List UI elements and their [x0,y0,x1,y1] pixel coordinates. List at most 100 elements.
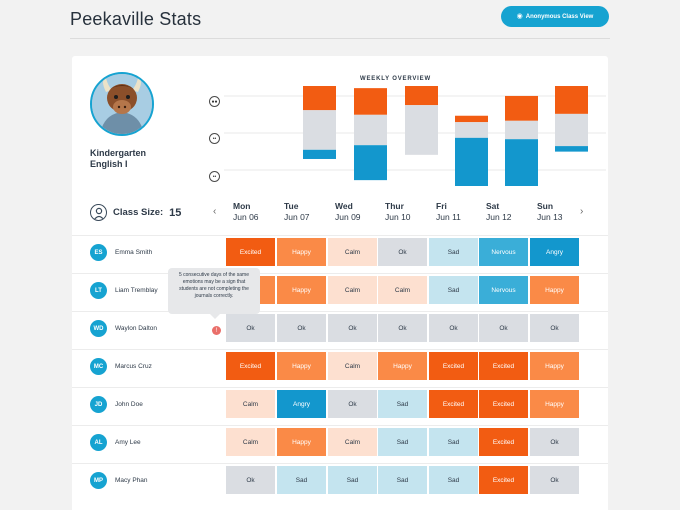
mood-cell[interactable]: Excited [479,466,528,494]
eye-icon: ◉ [516,13,523,20]
mood-cell[interactable]: Nervous [479,276,528,304]
mood-cell[interactable]: Angry [530,238,579,266]
mood-cell[interactable]: Calm [226,390,275,418]
day-header: Thur Jun 10 [385,201,435,222]
student-row-label[interactable]: ES Emma Smith [90,244,152,261]
mood-cell[interactable]: Sad [277,466,326,494]
mood-cell[interactable]: Sad [429,428,478,456]
day-name: Tue [284,201,299,211]
day-name: Sat [486,201,500,211]
day-date: Jun 10 [385,212,411,222]
day-date: Jun 06 [233,212,259,222]
weekly-overview-chart [224,86,606,186]
student-row-label[interactable]: MP Macy Phan [90,472,148,489]
anonymous-class-view-label: Anonymous Class View [525,13,594,20]
mood-cell[interactable]: Happy [530,276,579,304]
student-initials-avatar: MP [90,472,107,489]
student-row-label[interactable]: LT Liam Tremblay [90,282,158,299]
day-header: Sat Jun 12 [486,201,536,222]
student-row-label[interactable]: MC Marcus Cruz [90,358,152,375]
mood-cell[interactable]: Happy [277,352,326,380]
mood-cell[interactable]: Ok [328,314,377,342]
mood-cell[interactable]: Ok [530,428,579,456]
day-date: Jun 12 [486,212,512,222]
mood-cell[interactable]: Ok [277,314,326,342]
row-divider [72,273,608,274]
mood-cell[interactable]: Excited [479,390,528,418]
chart-bar-excited [555,86,588,114]
mood-cell[interactable]: Excited [226,352,275,380]
mood-cell[interactable]: Ok [226,466,275,494]
mood-cell[interactable]: Sad [429,466,478,494]
mood-cell[interactable]: Sad [378,466,427,494]
alert-icon[interactable]: ! [212,326,221,335]
chart-bar-ok [303,110,336,150]
anonymous-class-view-button[interactable]: ◉ Anonymous Class View [501,6,609,27]
sad-face-icon: •• [209,171,220,182]
mood-cell[interactable]: Excited [226,238,275,266]
chart-bar-sad [505,139,538,186]
mood-cell[interactable]: Ok [226,314,275,342]
mood-cell[interactable]: Happy [530,390,579,418]
row-divider [72,387,608,388]
consecutive-days-tooltip: 5 consecutive days of the same emotions … [168,268,260,319]
mood-cell[interactable]: Ok [378,314,427,342]
mood-cell[interactable]: Sad [378,428,427,456]
row-divider [72,311,608,312]
mood-cell[interactable]: Calm [328,238,377,266]
mood-cell[interactable]: Sad [328,466,377,494]
student-initials-avatar: LT [90,282,107,299]
mood-cell[interactable]: Nervous [479,238,528,266]
mood-cell[interactable]: Happy [277,276,326,304]
mood-cell[interactable]: Ok [479,314,528,342]
mood-cell[interactable]: Ok [378,238,427,266]
mood-cell[interactable]: Calm [328,276,377,304]
student-initials-avatar: AL [90,434,107,451]
student-row-label[interactable]: AL Amy Lee [90,434,141,451]
day-header: Sun Jun 13 [537,201,587,222]
chart-bar-sad [303,149,336,159]
mood-cell[interactable]: Ok [429,314,478,342]
mood-cell[interactable]: Happy [277,428,326,456]
student-initials-avatar: MC [90,358,107,375]
student-initials-avatar: JD [90,396,107,413]
next-week-button[interactable]: › [580,206,584,217]
previous-week-button[interactable]: ‹ [213,206,217,217]
day-header: Fri Jun 11 [436,201,486,222]
day-date: Jun 13 [537,212,563,222]
mood-cell[interactable]: Sad [429,276,478,304]
page-title: Peekaville Stats [70,9,202,29]
mood-cell[interactable]: Happy [277,238,326,266]
student-row-label[interactable]: WD Waylon Dalton [90,320,157,337]
person-icon [90,204,107,221]
class-name: Kindergarten English I [90,148,146,170]
mood-cell[interactable]: Excited [479,428,528,456]
mood-cell[interactable]: Ok [328,390,377,418]
class-subject: English I [90,159,128,169]
mood-cell[interactable]: Happy [378,352,427,380]
student-row-label[interactable]: JD John Doe [90,396,143,413]
student-name: Liam Tremblay [115,287,158,294]
chart-bar-sad [354,145,387,181]
mood-cell[interactable]: Calm [226,428,275,456]
day-date: Jun 11 [436,212,461,222]
class-avatar [90,72,154,136]
chart-bar-ok [555,113,588,147]
mood-cell[interactable]: Calm [378,276,427,304]
chart-bar-ok [354,114,387,146]
mood-cell[interactable]: Ok [530,314,579,342]
mood-cell[interactable]: Calm [328,428,377,456]
student-name: Emma Smith [115,249,153,256]
mood-cell[interactable]: Happy [530,352,579,380]
mood-cell[interactable]: Sad [429,238,478,266]
mood-cell[interactable]: Excited [429,352,478,380]
mood-cell[interactable]: Excited [479,352,528,380]
mood-cell[interactable]: Angry [277,390,326,418]
mood-cell[interactable]: Ok [530,466,579,494]
mood-cell[interactable]: Calm [328,352,377,380]
class-size-value: 15 [169,206,182,219]
chart-bar-excited [303,86,336,111]
mood-cell[interactable]: Sad [378,390,427,418]
day-name: Wed [335,201,353,211]
mood-cell[interactable]: Excited [429,390,478,418]
